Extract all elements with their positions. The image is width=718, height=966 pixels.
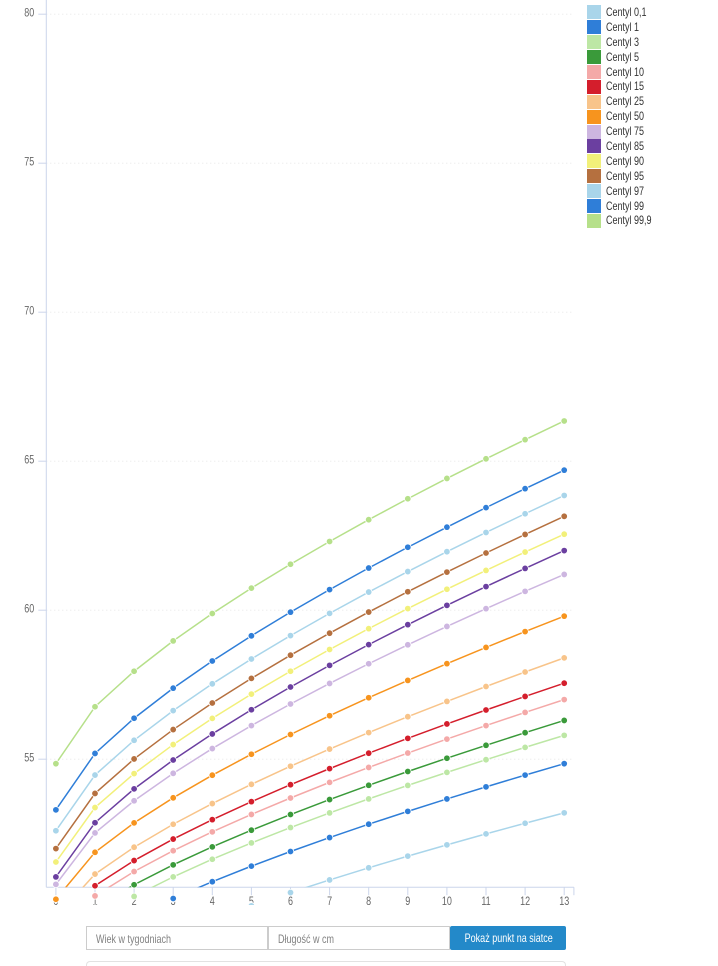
svg-text:4: 4 — [210, 895, 215, 905]
svg-text:70: 70 — [24, 304, 34, 318]
svg-text:6: 6 — [288, 895, 293, 905]
svg-text:9: 9 — [405, 895, 410, 905]
svg-text:55: 55 — [24, 751, 34, 765]
svg-text:13: 13 — [559, 895, 569, 905]
svg-text:11: 11 — [481, 895, 490, 905]
svg-text:75: 75 — [24, 155, 34, 169]
svg-text:12: 12 — [520, 895, 530, 905]
svg-text:80: 80 — [24, 6, 34, 20]
svg-text:65: 65 — [24, 453, 34, 467]
svg-text:60: 60 — [24, 602, 34, 616]
svg-text:8: 8 — [366, 895, 371, 905]
svg-text:10: 10 — [442, 895, 452, 905]
svg-text:7: 7 — [327, 895, 332, 905]
